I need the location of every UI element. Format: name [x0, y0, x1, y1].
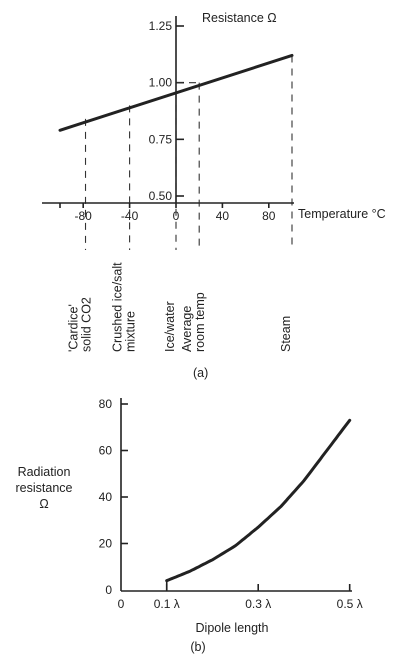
panel-a-annotation-label: Steam — [279, 316, 293, 352]
panel-a-annotation-line: solid CO2 — [80, 297, 94, 352]
panel-a-temperature-chart: Resistance Ω Temperature °C (a) 0.50 0.75… — [42, 11, 386, 380]
panel-a-annotation-label: Averageroom temp — [180, 292, 207, 352]
panel-a-annotation-line: Average — [180, 306, 194, 352]
panel-b-y-axis-label-line: Radiation — [18, 465, 71, 479]
panel-a-annotation-line: 'Cardice' — [67, 304, 81, 352]
panel-a-y-tick-label: 1.25 — [149, 19, 173, 33]
panel-a-annotation-line: Crushed ice/salt — [111, 262, 125, 352]
panel-b-x-tick-label: 0.5 λ — [337, 597, 363, 611]
panel-b-x-tick-label: 0.3 λ — [245, 597, 271, 611]
panel-a-resistance-line — [58, 53, 294, 132]
panel-a-y-axis-label: Resistance Ω — [202, 11, 277, 25]
panel-b-y-tick-label: 0 — [105, 583, 112, 597]
panel-b-y-tick-label: 40 — [99, 490, 113, 504]
panel-a-y-tick-label: 0.50 — [149, 189, 173, 203]
panel-a-annotation-label: Crushed ice/saltmixture — [111, 262, 138, 352]
panel-a-x-tick-label: 40 — [216, 209, 230, 223]
panel-b-x-tick-label: 0 — [118, 597, 125, 611]
panel-a-annotation-line: Ice/water — [163, 301, 177, 352]
panel-b-radiation-curve — [165, 418, 352, 583]
panel-b-dipole-chart: Dipole length (b) Radiation resistance Ω 0… — [16, 397, 363, 654]
panel-a-label: (a) — [193, 366, 208, 380]
panel-a-y-tick-label: 0.75 — [149, 132, 173, 146]
panel-b-x-axis-label: Dipole length — [196, 621, 269, 635]
panel-b-y-axis-label-line: resistance — [16, 481, 73, 495]
panel-b-label: (b) — [190, 640, 205, 654]
panel-b-y-tick-label: 60 — [99, 444, 113, 458]
panel-a-annotation-line: room temp — [193, 292, 207, 352]
panel-a-annotation-line: mixture — [124, 311, 138, 352]
panel-b-y-tick-label: 80 — [99, 397, 113, 411]
panel-a-x-axis-label: Temperature °C — [298, 207, 386, 221]
panel-b-x-tick-label: 0.1 λ — [154, 597, 180, 611]
panel-a-x-tick-label: 0 — [173, 209, 180, 223]
panel-b-y-axis-label-line: Ω — [39, 497, 48, 511]
panel-a-y-tick-label: 1.00 — [149, 76, 173, 90]
panel-a-annotation-label: 'Cardice'solid CO2 — [67, 297, 94, 352]
panel-a-x-tick-label: 80 — [262, 209, 276, 223]
panel-b-y-tick-label: 20 — [99, 537, 113, 551]
panel-a-x-tick-label: -80 — [75, 209, 93, 223]
panel-a-annotation-line: Steam — [279, 316, 293, 352]
panel-a-annotation-label: Ice/water — [163, 301, 177, 352]
